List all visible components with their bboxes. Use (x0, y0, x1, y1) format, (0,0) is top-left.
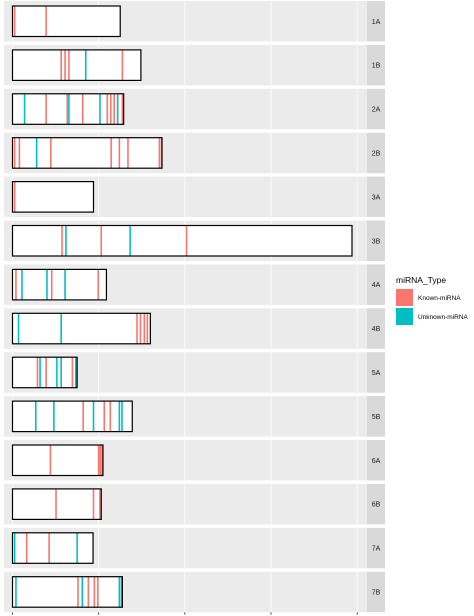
legend-label-unknown-mirna: Unknown-miRNA (418, 314, 469, 321)
chromosome-panel-5B: 5B (4, 396, 385, 437)
chromosome-bar-4A (12, 269, 107, 300)
chromosome-bar-5B (12, 401, 133, 432)
legend-title: miRNA_Type (396, 275, 446, 285)
chromosome-bar-7B (12, 576, 123, 608)
legend-key-known-mirna (396, 289, 413, 306)
chromosome-bar-6B (12, 488, 102, 520)
chromosome-panel-6A: 6A (4, 440, 385, 481)
chromosome-bar-5A (12, 357, 78, 388)
chromosome-bar-4B (12, 313, 151, 344)
strip-label-4A: 4A (372, 282, 381, 289)
chromosome-outline (11, 532, 94, 564)
strip-label-6B: 6B (372, 502, 381, 509)
chromosome-panel-6B: 6B (4, 483, 385, 525)
x-axis: 0 Mb200 Mb400 Mb600 Mb800 Mb (12, 612, 358, 615)
strip-background (367, 132, 385, 174)
strip-background (367, 440, 385, 481)
strip-background (367, 176, 385, 218)
chromosome-bar-1B (12, 49, 141, 81)
chromosome-panel-7A: 7A (4, 527, 385, 569)
chromosome-outline (11, 224, 353, 257)
strip-label-7B: 7B (372, 589, 381, 596)
strip-label-3B: 3B (372, 238, 381, 245)
chromosome-bar-1A (12, 6, 121, 37)
chromosome-panel-7B: 7B (4, 571, 385, 613)
strip-label-1B: 1B (372, 63, 381, 70)
strip-label-5A: 5A (372, 370, 381, 377)
chromosome-bar-2A (12, 93, 124, 125)
chromosome-bar-2B (12, 137, 163, 169)
chromosome-panels: 1A 1B 2A 2B 3A 3B 4A 4B 5A 5B 6A 6B 7A 7B (4, 1, 385, 613)
chromosome-outline (11, 49, 142, 82)
chromosome-outline (11, 268, 108, 301)
strip-background (367, 264, 385, 305)
strip-label-3A: 3A (372, 194, 381, 201)
strip-label-5B: 5B (372, 414, 381, 421)
chromosome-outline (11, 93, 125, 125)
chromosome-outline (11, 576, 123, 608)
chromosome-panel-1A: 1A (4, 1, 385, 42)
strip-label-7A: 7A (372, 546, 381, 553)
legend: miRNA_Type Known-miRNA Unknown-miRNA (396, 275, 469, 325)
chromosome-outline (11, 312, 151, 345)
strip-background (367, 308, 385, 349)
chromosome-panel-5A: 5A (4, 352, 385, 393)
strip-background (367, 396, 385, 437)
chromosome-outline (11, 444, 104, 477)
chromosome-outline (11, 5, 121, 38)
strip-background (367, 527, 385, 569)
chromosome-bar-7A (12, 532, 94, 564)
chromosome-bar-3A (12, 181, 94, 213)
strip-background (367, 44, 385, 86)
strip-background (367, 220, 385, 261)
chromosome-bar-3B (12, 225, 352, 256)
strip-background (367, 571, 385, 613)
chromosome-panel-2A: 2A (4, 88, 385, 130)
chromosome-panel-1B: 1B (4, 44, 385, 86)
chromosome-bar-6A (12, 445, 103, 476)
legend-label-known-mirna: Known-miRNA (418, 295, 461, 302)
chromosome-outline (11, 356, 78, 389)
legend-key-unknown-mirna (396, 308, 413, 325)
strip-background (367, 483, 385, 525)
chromosome-outline (11, 400, 133, 433)
strip-label-2B: 2B (372, 150, 381, 157)
strip-label-6A: 6A (372, 458, 381, 465)
chromosome-panel-4A: 4A (4, 264, 385, 305)
strip-background (367, 1, 385, 42)
chromosome-panel-3B: 3B (4, 220, 385, 261)
chromosome-outline (11, 488, 102, 520)
chromosome-panel-4B: 4B (4, 308, 385, 349)
strip-label-4B: 4B (372, 326, 381, 333)
chromosome-panel-3A: 3A (4, 176, 385, 218)
strip-label-1A: 1A (372, 19, 381, 26)
chromosome-outline (11, 137, 163, 169)
strip-background (367, 352, 385, 393)
strip-background (367, 88, 385, 130)
strip-label-2A: 2A (372, 107, 381, 114)
chromosome-panel-2B: 2B (4, 132, 385, 174)
chromosome-outline (11, 181, 95, 213)
